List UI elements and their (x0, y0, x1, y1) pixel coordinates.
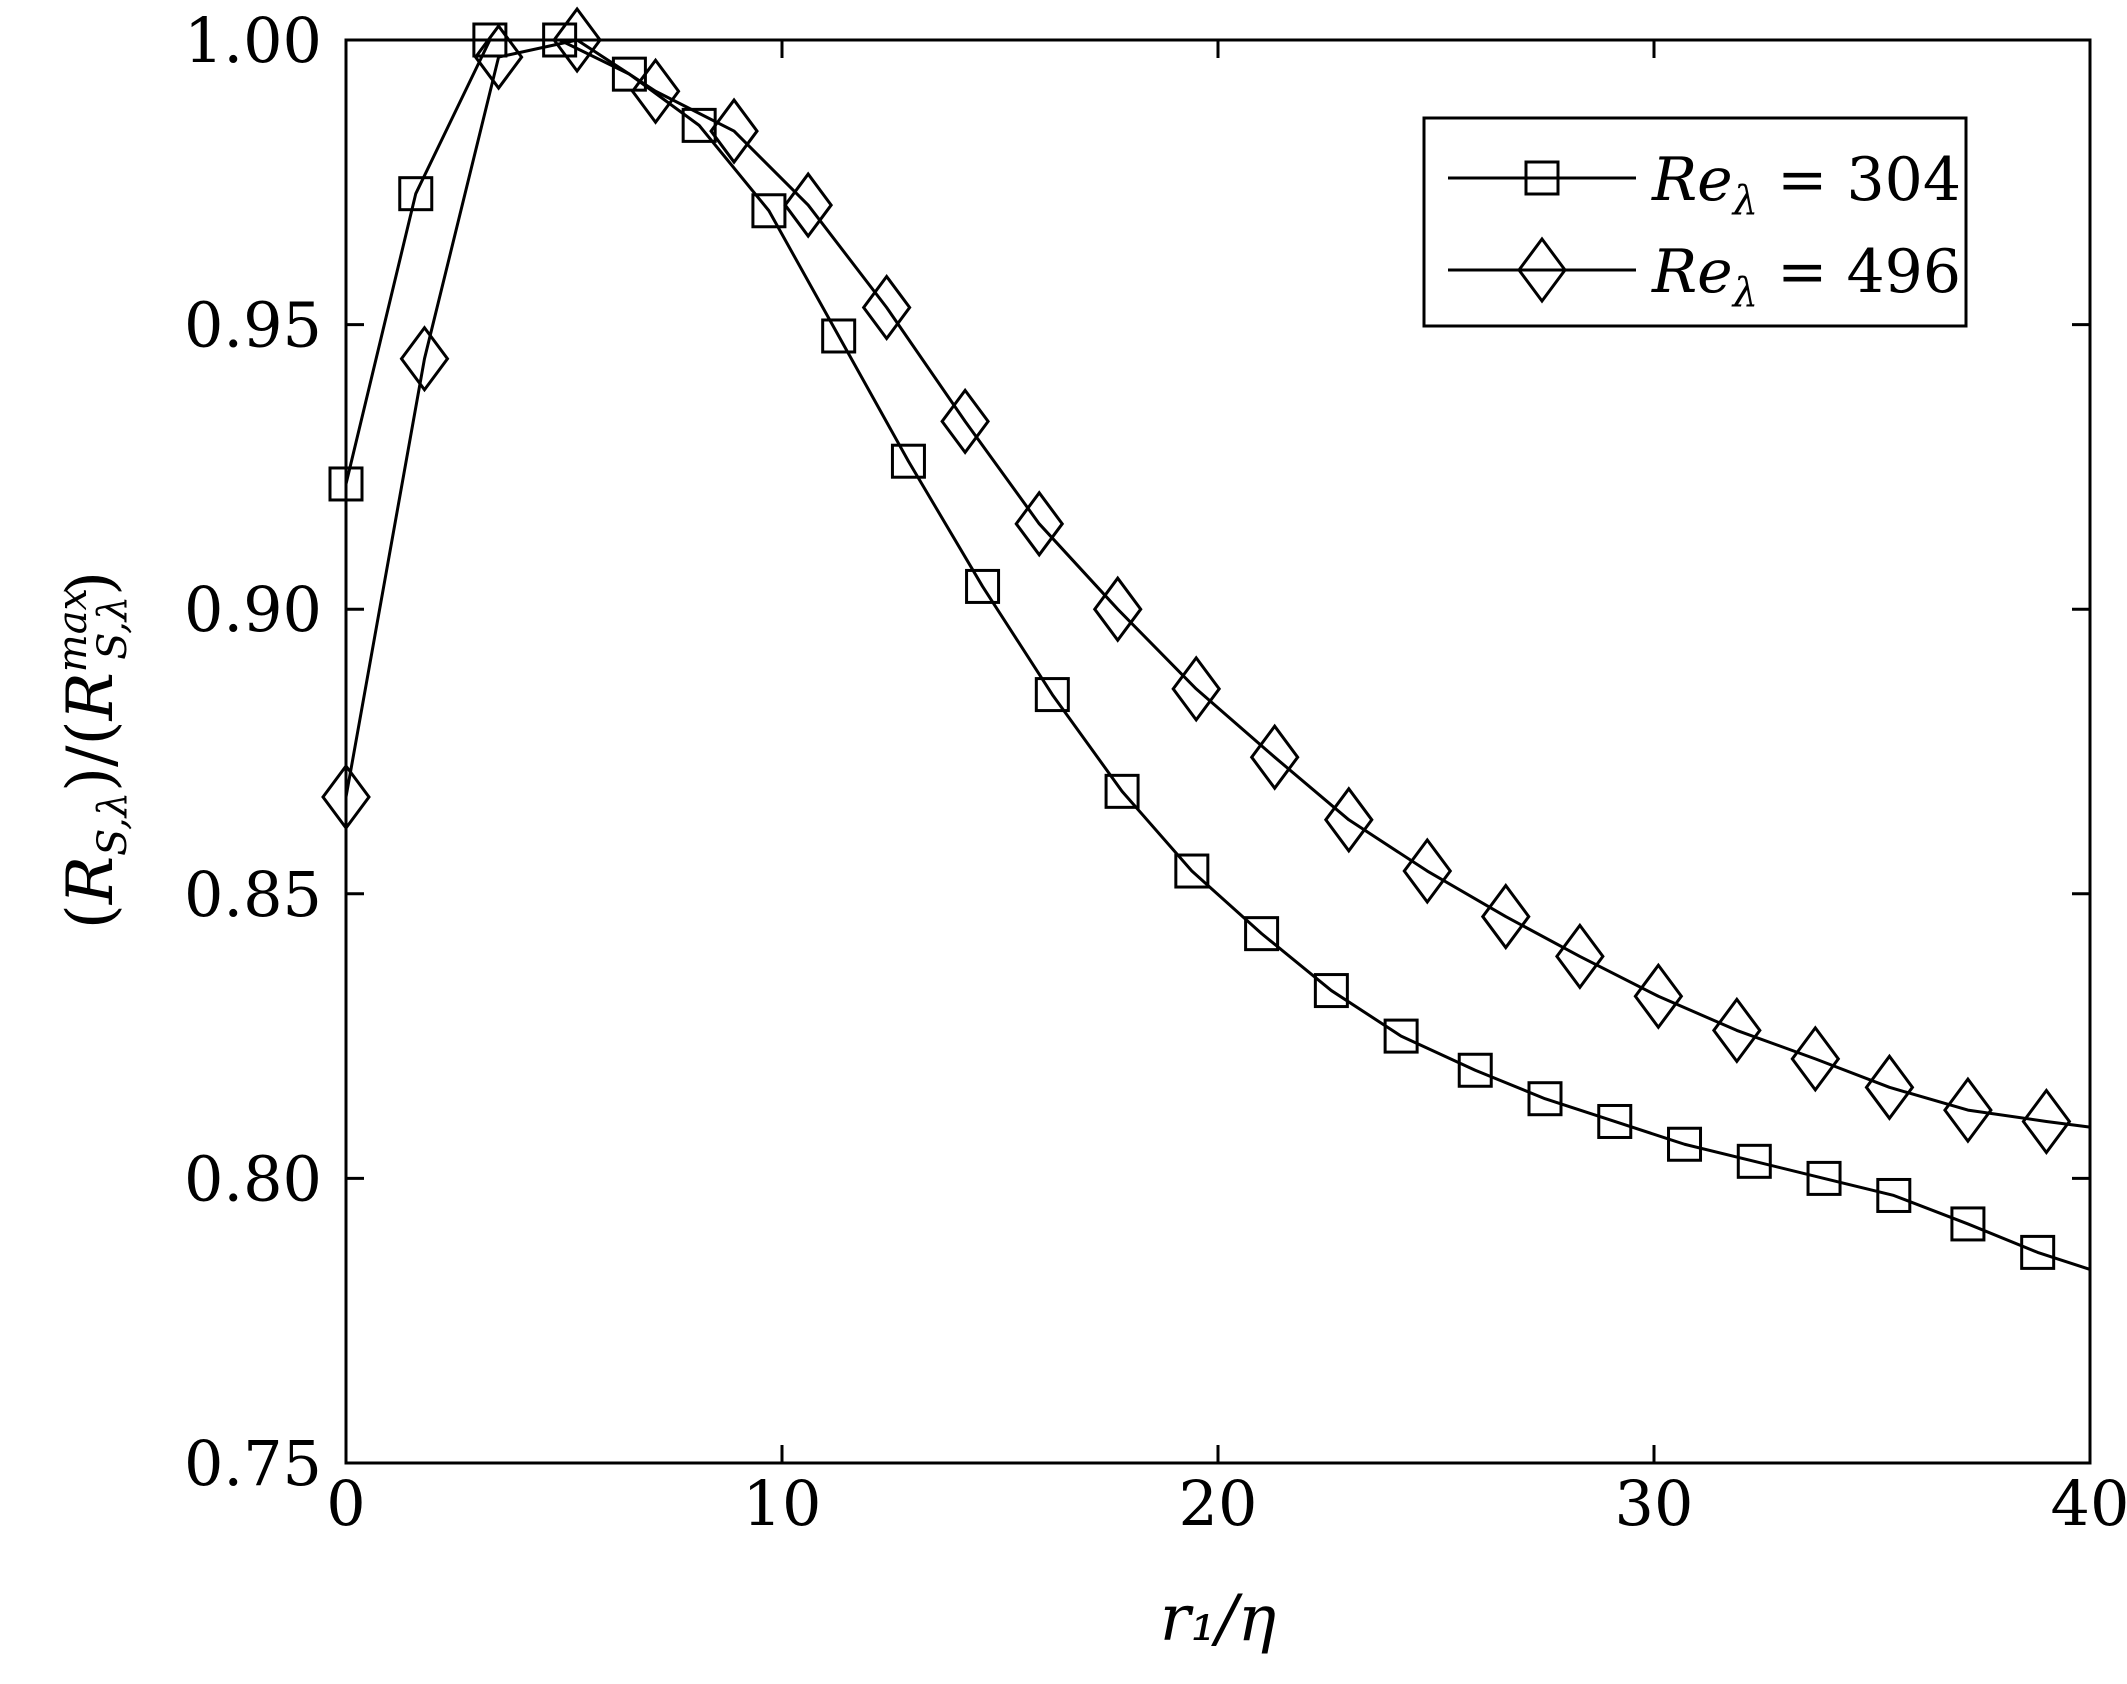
diamond-marker (1943, 1076, 1993, 1144)
square-marker (1174, 853, 1210, 889)
square-marker (398, 176, 434, 212)
diamond-marker (1014, 490, 1065, 558)
diamond-marker (552, 6, 602, 74)
square-marker (1524, 160, 1560, 196)
diamond-marker (2021, 1087, 2072, 1155)
axes: 0 10 20 30 40 0.75 0.80 0.85 0.90 0.95 1.00 (184, 4, 2127, 1540)
diamond-marker (1480, 883, 1531, 951)
diamond-marker (1323, 786, 1374, 854)
square-marker (1104, 773, 1140, 809)
legend: Reλ = 304 Reλ = 496 (1422, 116, 1968, 328)
square-marker (1457, 1052, 1493, 1088)
legend-item: Reλ = 496 (1448, 236, 1961, 316)
y-axis-label: (RS,λ)/(RmaxS,λ) (50, 571, 136, 929)
x-tick-label: 10 (743, 1467, 822, 1540)
legend-label: Reλ = 496 (1651, 237, 1961, 316)
diamond-marker (1790, 1025, 1841, 1093)
square-marker (1383, 1018, 1419, 1054)
y-tick-label: 0.80 (184, 1142, 322, 1215)
square-marker (1527, 1081, 1563, 1117)
y-tick-label: 0.75 (184, 1427, 322, 1500)
diamond-marker (709, 97, 759, 165)
series-line (344, 38, 2091, 1129)
legend-label: Reλ = 304 (1651, 145, 1961, 224)
square-marker (1313, 973, 1349, 1009)
legend-item: Reλ = 304 (1448, 145, 1961, 224)
square-marker (1736, 1143, 1772, 1179)
square-marker (965, 568, 1001, 604)
square-marker (1876, 1177, 1912, 1213)
square-marker (2020, 1234, 2056, 1270)
diamond-marker (1402, 837, 1453, 905)
diamond-marker (1864, 1053, 1915, 1121)
diamond-marker (1555, 922, 1605, 990)
x-tick-label: 30 (1615, 1467, 1694, 1540)
x-tick-label: 40 (2051, 1467, 2127, 1540)
square-marker (890, 443, 926, 479)
square-marker (1806, 1160, 1842, 1196)
square-marker (1667, 1126, 1703, 1162)
square-marker (821, 318, 857, 354)
legend-box (1422, 116, 1968, 328)
square-marker (1034, 677, 1070, 713)
diamond-marker (1249, 723, 1300, 791)
y-tick-label: 0.95 (184, 289, 322, 362)
diamond-marker (1092, 575, 1143, 643)
y-tick-label: 1.00 (184, 4, 322, 77)
diamond-marker (861, 274, 912, 342)
diamond-marker (399, 325, 450, 393)
square-marker (1950, 1206, 1986, 1242)
axis-labels: r₁/η (RS,λ)/(RmaxS,λ) (50, 571, 1276, 1656)
square-marker (1597, 1103, 1633, 1139)
x-axis-label: r₁/η (1160, 1582, 1276, 1656)
diamond-marker (783, 171, 834, 239)
y-tick-label: 0.85 (184, 858, 322, 931)
diamond-marker (1171, 655, 1222, 723)
diamond-marker (473, 23, 524, 91)
y-tick-label: 0.90 (184, 573, 322, 646)
x-tick-label: 20 (1179, 1467, 1258, 1540)
diamond-marker (1517, 236, 1567, 304)
square-marker (1244, 916, 1280, 952)
diamond-marker (630, 57, 681, 125)
x-tick-label: 0 (326, 1467, 365, 1540)
diamond-marker (1711, 996, 1762, 1064)
diamond-marker (1633, 962, 1684, 1030)
square-marker (751, 193, 787, 229)
diamond-marker (940, 387, 990, 455)
